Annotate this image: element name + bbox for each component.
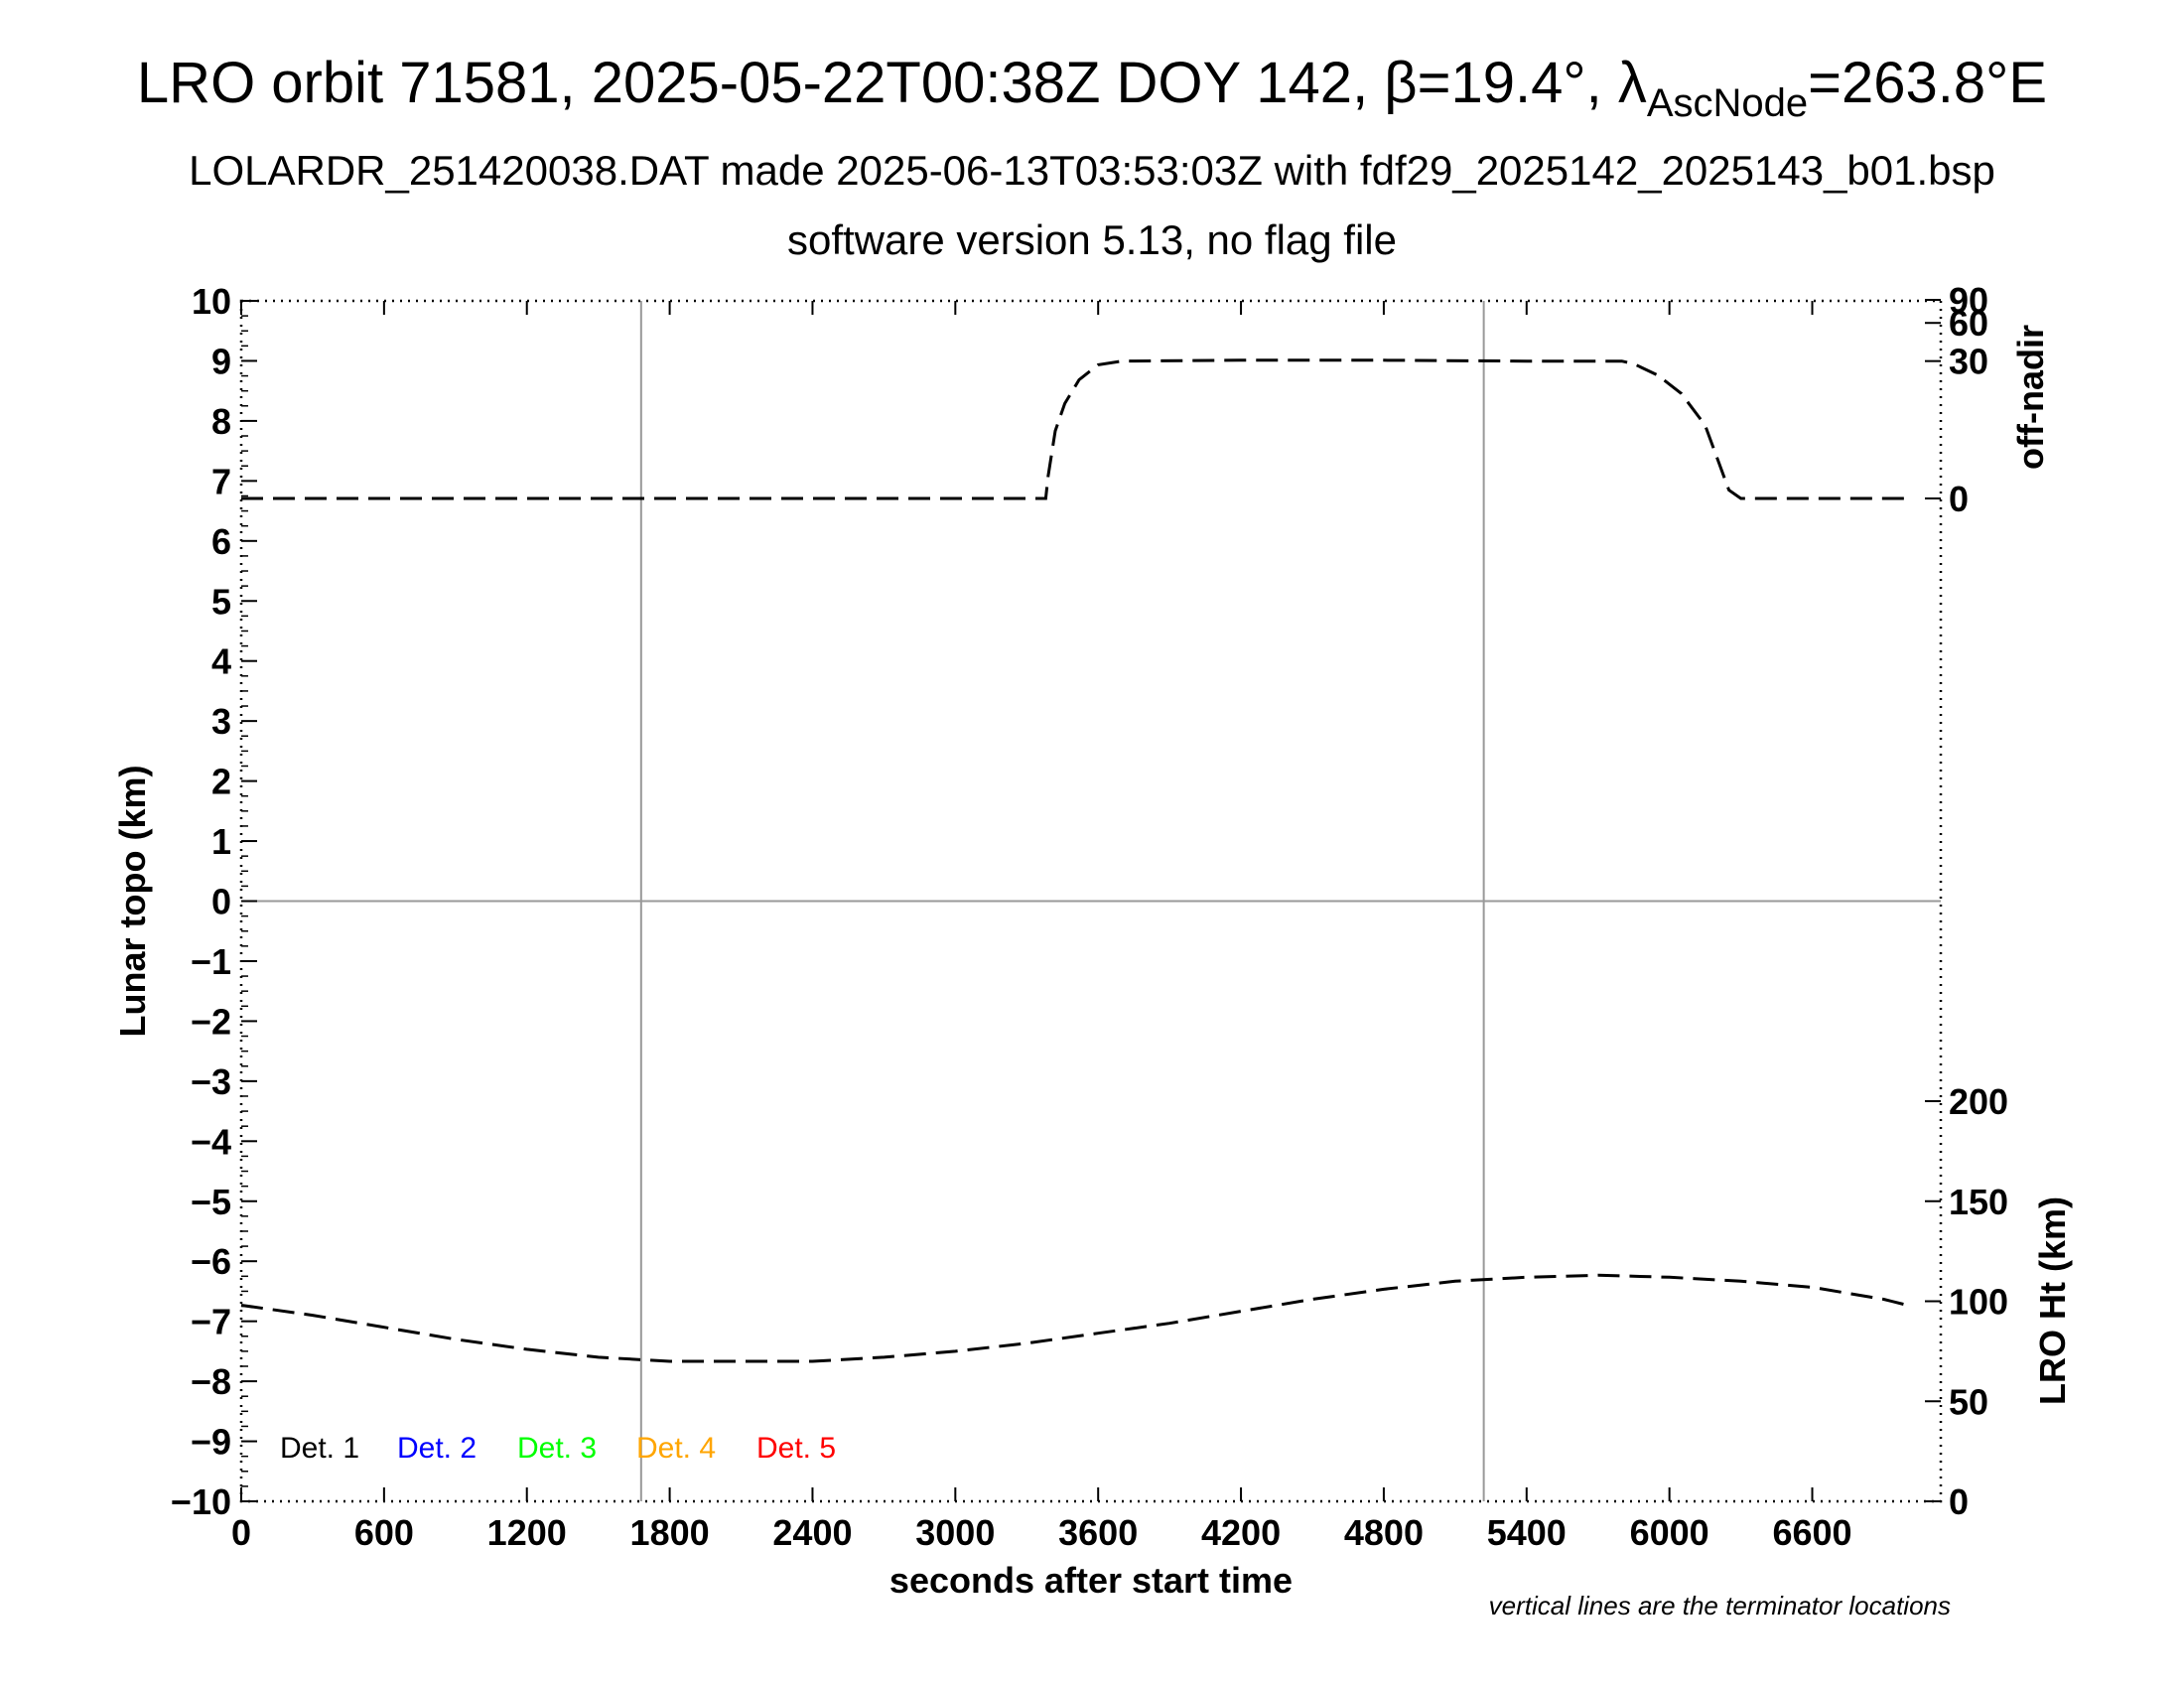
legend: Det. 1 Det. 2 Det. 3 Det. 4 Det. 5 bbox=[280, 1432, 836, 1465]
legend-entry-det-4: Det. 4 bbox=[636, 1432, 716, 1465]
x-tick-label: 6000 bbox=[1630, 1512, 1709, 1553]
lro-ht-tick-label: 0 bbox=[1949, 1481, 1969, 1522]
off-nadir-series-line bbox=[241, 358, 1908, 500]
y-tick-label: 8 bbox=[211, 401, 231, 442]
x-tick-label: 3000 bbox=[915, 1512, 995, 1553]
x-tick-label: 5400 bbox=[1487, 1512, 1567, 1553]
footnote: vertical lines are the terminator locati… bbox=[1489, 1591, 1951, 1620]
x-tick-label: 4200 bbox=[1201, 1512, 1281, 1553]
off-nadir-tick-label: 90 bbox=[1949, 280, 1988, 321]
x-tick-label: 4800 bbox=[1344, 1512, 1424, 1553]
y-tick-label: 3 bbox=[211, 701, 231, 742]
y-tick-label: 7 bbox=[211, 461, 231, 501]
off-nadir-tick-label: 0 bbox=[1949, 479, 1969, 519]
x-tick-label: 6600 bbox=[1772, 1512, 1851, 1553]
off-nadir-tick-label: 60 bbox=[1949, 303, 1988, 344]
y-tick-label: 10 bbox=[192, 281, 231, 322]
y-tick-label: 6 bbox=[211, 521, 231, 562]
x-tick-label: 1200 bbox=[487, 1512, 567, 1553]
x-tick-label: 600 bbox=[354, 1512, 414, 1553]
x-tick-label: 1800 bbox=[630, 1512, 710, 1553]
off-nadir-axis-title: off-nadir bbox=[2010, 325, 2051, 470]
y-tick-label: 4 bbox=[211, 641, 231, 682]
y-tick-label: 2 bbox=[211, 762, 231, 802]
x-tick-label: 0 bbox=[231, 1512, 251, 1553]
ticks-layer: 0 600 1200 1800 2400 3000 3600 4200 4800 5400 6000… bbox=[171, 280, 2008, 1553]
lro-ht-tick-label: 200 bbox=[1949, 1081, 2008, 1122]
y-tick-label: 0 bbox=[211, 882, 231, 922]
y-tick-label: 5 bbox=[211, 581, 231, 622]
chart-subtitle: LOLARDR_251420038.DAT made 2025-06-13T03… bbox=[189, 147, 1995, 194]
y-axis-title: Lunar topo (km) bbox=[112, 766, 153, 1038]
y-tick-label: 1 bbox=[211, 821, 231, 862]
lro-ht-tick-label: 150 bbox=[1949, 1182, 2008, 1222]
series-layer bbox=[240, 358, 1908, 1363]
chart-subtitle-2: software version 5.13, no flag file bbox=[786, 216, 1397, 263]
y-tick-label: −8 bbox=[191, 1361, 231, 1402]
y-tick-label: −6 bbox=[191, 1241, 231, 1282]
lro-ht-axis-title: LRO Ht (km) bbox=[2032, 1196, 2073, 1405]
legend-entry-det-1: Det. 1 bbox=[280, 1432, 359, 1465]
y-tick-label: −3 bbox=[191, 1061, 231, 1102]
x-tick-label: 2400 bbox=[772, 1512, 852, 1553]
lro-height-series-line bbox=[240, 1273, 1908, 1363]
off-nadir-tick-label: 30 bbox=[1949, 342, 1988, 382]
lro-ht-tick-label: 50 bbox=[1949, 1381, 1988, 1422]
y-tick-label: −1 bbox=[191, 941, 231, 982]
legend-entry-det-5: Det. 5 bbox=[756, 1432, 836, 1465]
y-tick-label: −2 bbox=[191, 1001, 231, 1042]
x-axis-title: seconds after start time bbox=[889, 1560, 1293, 1601]
y-tick-label: −10 bbox=[171, 1481, 231, 1522]
y-tick-label: −5 bbox=[191, 1182, 231, 1222]
legend-entry-det-3: Det. 3 bbox=[517, 1432, 597, 1465]
chart-title: LRO orbit 71581, 2025-05-22T00:38Z DOY 1… bbox=[136, 51, 2048, 125]
y-tick-label: −7 bbox=[191, 1302, 231, 1342]
grid-layer bbox=[241, 301, 1941, 1501]
y-tick-label: −9 bbox=[191, 1422, 231, 1463]
y-tick-label: 9 bbox=[211, 341, 231, 381]
lro-ht-tick-label: 100 bbox=[1949, 1282, 2008, 1323]
plot-frame bbox=[239, 299, 1943, 1503]
x-tick-label: 3600 bbox=[1058, 1512, 1138, 1553]
y-tick-label: −4 bbox=[191, 1121, 231, 1162]
legend-entry-det-2: Det. 2 bbox=[397, 1432, 477, 1465]
